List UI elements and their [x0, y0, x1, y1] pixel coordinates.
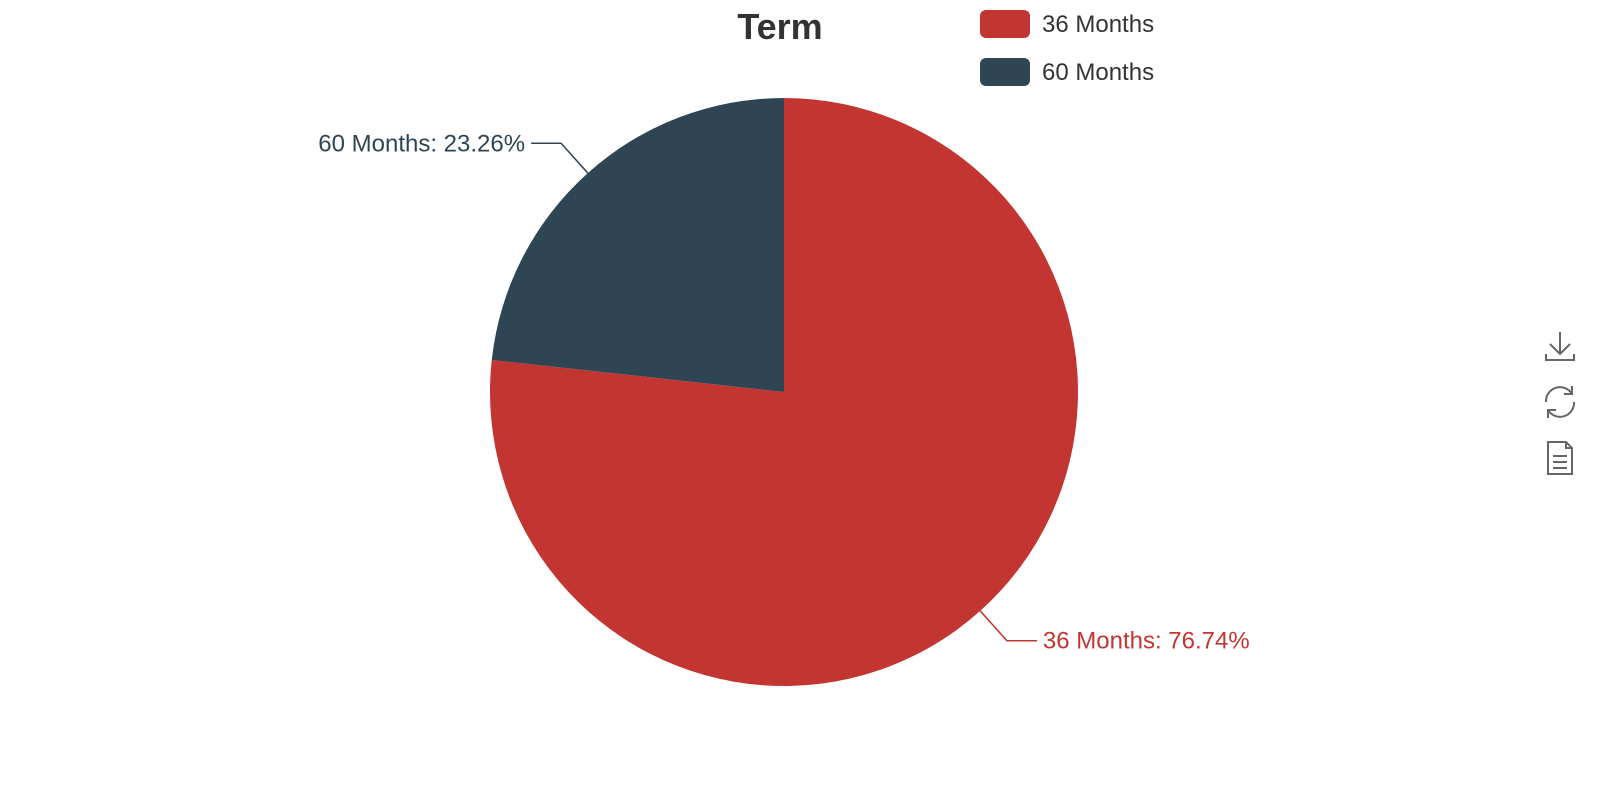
pie-labels: 36 Months: 76.74% 60 Months: 23.26% — [318, 130, 1249, 654]
legend-label-36-months: 36 Months — [1042, 11, 1154, 38]
legend-label-60-months: 60 Months — [1042, 59, 1154, 86]
legend-item-60-months[interactable]: 60 Months — [980, 58, 1154, 86]
pie-slice-36-months[interactable] — [490, 98, 1079, 687]
download-icon[interactable] — [1540, 326, 1580, 366]
pie-slices — [490, 98, 1079, 687]
label-line-60-months — [531, 142, 589, 174]
chart-title: Term — [737, 6, 822, 47]
label-line-36-months — [979, 610, 1037, 642]
refresh-icon[interactable] — [1540, 382, 1580, 422]
legend-swatch-60-months — [980, 58, 1030, 86]
legend-swatch-36-months — [980, 10, 1030, 38]
slice-label-60-months: 60 Months: 23.26% — [318, 130, 525, 157]
pie-slice-60-months[interactable] — [491, 98, 784, 392]
legend-item-36-months[interactable]: 36 Months — [980, 10, 1154, 38]
slice-label-36-months: 36 Months: 76.74% — [1043, 628, 1250, 655]
legend: 36 Months 60 Months — [980, 10, 1154, 86]
data-view-icon[interactable] — [1540, 438, 1580, 478]
toolbox — [1540, 326, 1580, 494]
